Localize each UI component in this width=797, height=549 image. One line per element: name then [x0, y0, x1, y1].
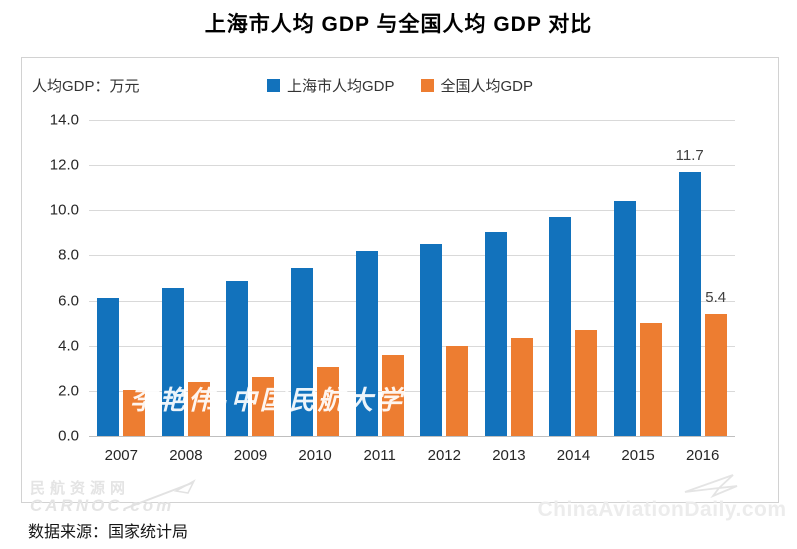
bar-group-2007	[89, 298, 154, 436]
bar-series1-2011	[381, 354, 404, 436]
bar-series0-2007	[97, 298, 120, 436]
x-tick-label: 2015	[621, 447, 655, 464]
bar-series0-2012	[420, 244, 443, 436]
watermark-center: 李艳伟-中国民航大学	[130, 386, 405, 416]
y-tick-label: 6.0	[58, 292, 79, 310]
bar-group-2011	[347, 250, 412, 436]
watermark-carnoc-en: CARNOC.com	[30, 495, 175, 515]
bar-series0-2011	[355, 250, 378, 436]
gridline	[89, 390, 735, 392]
watermark-carnoc-cn: 民航资源网	[30, 480, 131, 497]
y-tick-label: 12.0	[49, 156, 79, 174]
watermark-carnoc: 民航资源网 CARNOC.com	[30, 479, 196, 515]
watermark-chinaaviationdaily-text: ChinaAviationDaily.com	[537, 498, 787, 521]
y-tick-label: 10.0	[49, 201, 79, 219]
y-tick-label: 0.0	[58, 427, 79, 445]
bar-series0-2014	[549, 217, 572, 436]
x-tick-label: 2010	[298, 447, 332, 464]
legend: 上海市人均GDP 全国人均GDP	[22, 75, 778, 96]
y-tick-label: 8.0	[58, 246, 79, 264]
carnoc-swoosh-icon	[123, 479, 196, 510]
legend-label-shanghai: 上海市人均GDP	[286, 78, 395, 95]
bar-group-2012	[412, 244, 477, 436]
gridline	[89, 345, 735, 347]
source-note: 数据来源：国家统计局	[28, 524, 189, 541]
bar-group-2009	[218, 281, 283, 436]
plot-area: 0.0 2.0 4.0 6.0 8.0 10.0 12.0 14.0 2007 2008 2009 2…	[50, 112, 735, 464]
gridline	[89, 255, 735, 257]
bar-group-2010	[283, 267, 348, 436]
bar-series1-2010	[317, 367, 340, 436]
legend-label-national: 全国人均GDP	[440, 78, 534, 95]
bar-series1-2013	[510, 337, 533, 436]
x-tick-label: 2016	[686, 447, 720, 464]
y-tick-label: 2.0	[58, 382, 79, 400]
y-tick-label: 14.0	[49, 111, 79, 129]
legend-swatch-national	[420, 79, 434, 92]
x-axis-line	[89, 436, 735, 437]
gridline	[89, 300, 735, 302]
bar-series0-2016	[678, 171, 701, 436]
bar-group-2015	[606, 201, 671, 436]
x-tick-label: 2011	[363, 447, 396, 464]
x-tick-label: 2012	[427, 447, 461, 464]
y-tick-label: 4.0	[58, 337, 79, 355]
chart-title: 上海市人均 GDP 与全国人均 GDP 对比	[204, 13, 593, 36]
gridline	[89, 210, 735, 212]
bar-series1-2012	[446, 345, 469, 436]
bar-series0-2013	[484, 231, 507, 436]
legend-swatch-shanghai	[266, 79, 280, 92]
watermark-chinaaviationdaily: ChinaAviationDaily.com	[533, 472, 791, 522]
x-tick-label: 2013	[492, 447, 526, 464]
x-tick-label: 2014	[556, 447, 591, 464]
bar-group-2008	[154, 288, 219, 436]
paper-plane-icon	[684, 474, 738, 498]
bar-series1-2009	[252, 377, 275, 436]
gridline	[89, 120, 735, 121]
y-axis-unit-label: 人均GDP：万元	[32, 78, 140, 95]
x-tick-label: 2008	[169, 447, 203, 464]
data-label-11.7: 11.7	[675, 146, 704, 164]
x-tick-label: 2007	[104, 447, 138, 464]
x-tick-label: 2009	[233, 447, 268, 464]
bar-group-2016	[670, 171, 735, 436]
bar-series1-2015	[640, 323, 663, 436]
chart-frame: 人均GDP：万元 上海市人均GDP 全国人均GDP 0.0 2.0 4.0 6.0 8.…	[21, 57, 779, 503]
data-label-5.4: 5.4	[705, 289, 727, 307]
bar-series1-2007	[123, 389, 146, 436]
bar-series0-2015	[614, 201, 637, 436]
bar-group-2014	[541, 217, 606, 436]
legend-item-national: 全国人均GDP	[420, 75, 534, 96]
bar-series0-2009	[226, 281, 249, 436]
bar-series0-2010	[291, 267, 314, 436]
bar-series1-2016	[704, 314, 727, 436]
bar-series1-2008	[187, 381, 210, 436]
bar-series0-2008	[161, 288, 184, 436]
legend-item-shanghai: 上海市人均GDP	[266, 75, 395, 96]
gridline	[89, 165, 735, 167]
bar-group-2013	[477, 231, 542, 436]
bar-series1-2014	[575, 329, 598, 436]
